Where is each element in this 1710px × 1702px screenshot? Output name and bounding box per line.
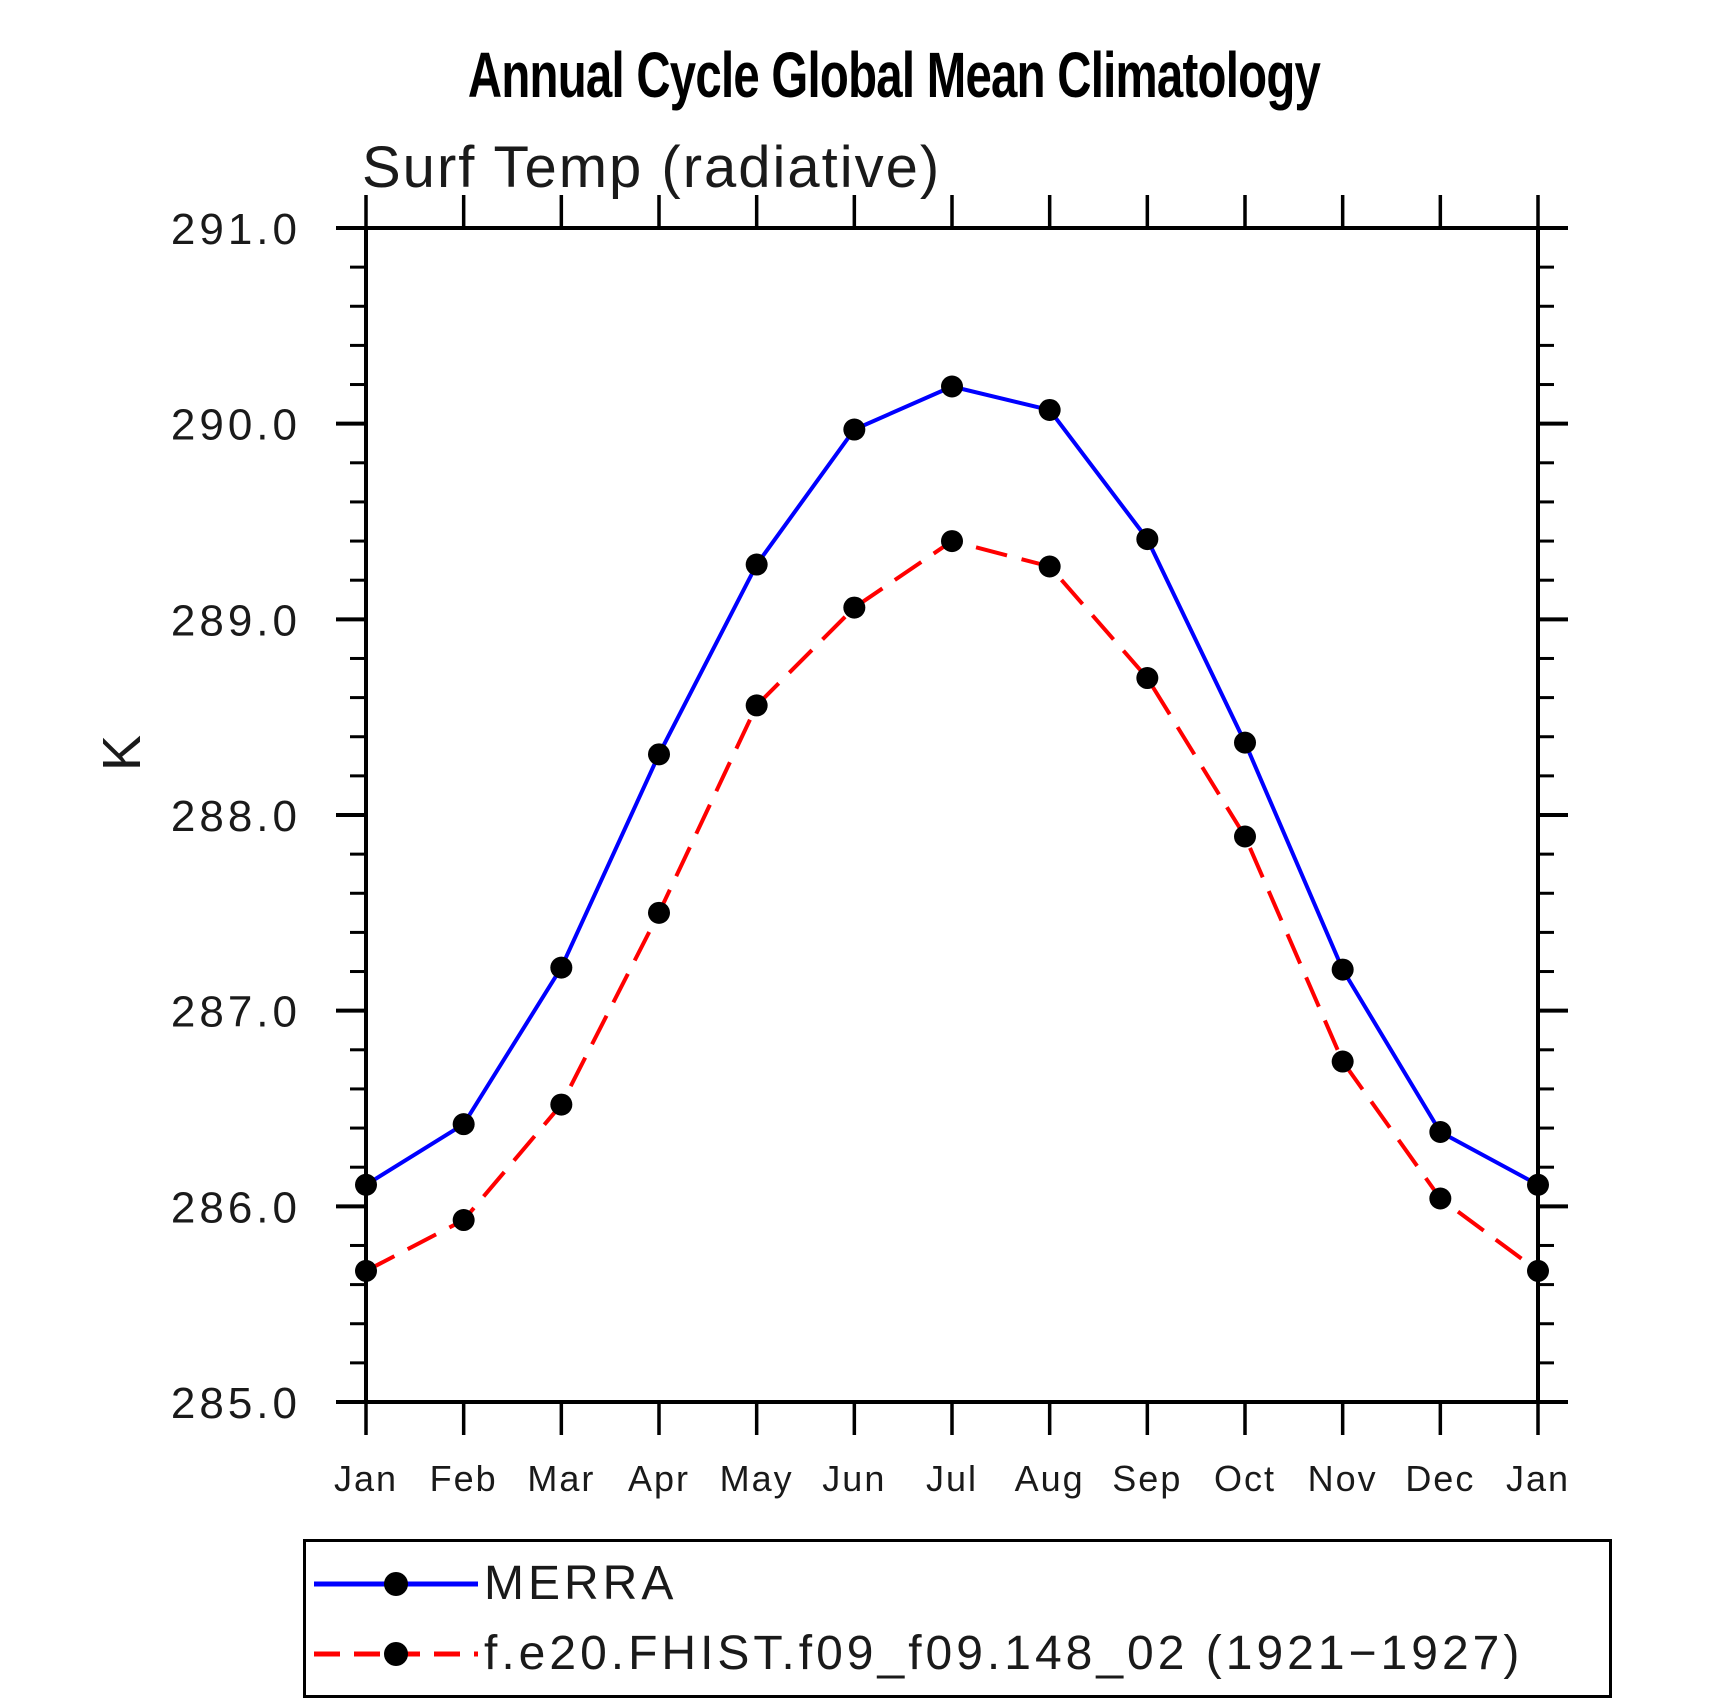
data-point-marker <box>1429 1120 1452 1143</box>
y-tick-label: 285.0 <box>171 1379 301 1428</box>
month-label: Jun <box>822 1458 886 1499</box>
data-point-marker <box>843 418 866 441</box>
data-point-marker <box>1038 555 1061 578</box>
data-point-marker <box>843 596 866 619</box>
data-point-marker <box>1234 731 1256 754</box>
data-point-marker <box>1429 1187 1452 1210</box>
data-point-marker <box>550 1093 573 1116</box>
legend-box: MERRA f.e20.FHIST.f09_f09.148_02 (1921−1… <box>303 1539 1612 1698</box>
data-point-marker <box>1331 958 1354 981</box>
month-label: Nov <box>1308 1458 1378 1499</box>
y-tick-label: 289.0 <box>171 596 301 645</box>
data-point-marker <box>648 901 670 924</box>
chart-subtitle: Surf Temp (radiative) <box>362 135 942 200</box>
series-line-1 <box>365 538 1540 1273</box>
data-point-marker <box>1527 1173 1549 1196</box>
data-point-marker <box>452 1113 475 1136</box>
data-point-marker <box>648 743 670 766</box>
data-point-marker <box>1527 1259 1549 1282</box>
chart-title: Annual Cycle Global Mean Climatology <box>467 39 1321 111</box>
data-point-marker <box>452 1209 475 1232</box>
month-label: Jan <box>334 1458 398 1499</box>
legend-label-merra: MERRA <box>484 1557 678 1610</box>
data-point-marker <box>1331 1050 1354 1073</box>
data-point-marker <box>550 956 573 979</box>
data-point-marker <box>1136 667 1159 690</box>
data-point-marker <box>1038 398 1061 421</box>
legend-label-model: f.e20.FHIST.f09_f09.148_02 (1921−1927) <box>484 1627 1524 1680</box>
month-label: Oct <box>1214 1458 1276 1499</box>
month-label: Mar <box>527 1458 595 1499</box>
legend-item-merra: MERRA <box>310 1549 1609 1619</box>
y-tick-label: 286.0 <box>171 1183 301 1232</box>
data-point-marker <box>1234 825 1256 848</box>
y-tick-label: 290.0 <box>171 401 301 450</box>
merra-line-swatch <box>314 1571 478 1596</box>
data-point-marker <box>355 1173 377 1196</box>
month-label: Dec <box>1405 1458 1475 1499</box>
y-tick-label: 291.0 <box>171 205 301 254</box>
y-tick-label: 287.0 <box>171 988 301 1037</box>
data-point-marker <box>745 553 768 576</box>
plot-box <box>364 226 1540 1404</box>
month-label: Jul <box>926 1458 978 1499</box>
series-line-0 <box>364 384 1539 1187</box>
model-marker-icon <box>384 1641 408 1666</box>
month-label: Feb <box>430 1458 498 1499</box>
month-label: Aug <box>1015 1458 1085 1499</box>
data-point-marker <box>1136 528 1159 551</box>
month-label: Jan <box>1506 1458 1570 1499</box>
month-label: Apr <box>628 1458 690 1499</box>
model-line-swatch <box>314 1641 478 1666</box>
month-label: Sep <box>1112 1458 1182 1499</box>
data-point-marker <box>355 1259 377 1282</box>
data-point-marker <box>941 530 963 553</box>
data-point-marker <box>941 375 963 398</box>
legend-item-model: f.e20.FHIST.f09_f09.148_02 (1921−1927) <box>310 1619 1609 1689</box>
data-point-marker <box>745 694 768 717</box>
month-label: May <box>720 1458 794 1499</box>
merra-marker-icon <box>384 1571 408 1596</box>
y-tick-label: 288.0 <box>171 792 301 841</box>
